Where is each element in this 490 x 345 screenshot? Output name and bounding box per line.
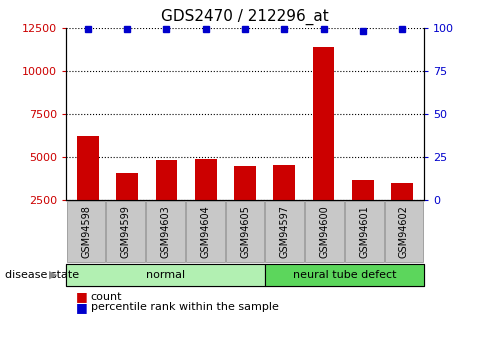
Text: ■: ■	[76, 300, 88, 314]
Bar	[195, 159, 217, 200]
Text: disease state: disease state	[5, 270, 79, 280]
Text: GSM94605: GSM94605	[240, 205, 250, 258]
Text: percentile rank within the sample: percentile rank within the sample	[91, 302, 278, 312]
Text: GSM94601: GSM94601	[359, 205, 369, 257]
Bar	[392, 183, 413, 200]
Text: GSM94600: GSM94600	[319, 205, 329, 257]
Text: ▶: ▶	[49, 270, 57, 280]
Bar	[273, 165, 295, 200]
Text: GSM94598: GSM94598	[81, 205, 91, 258]
Text: GSM94602: GSM94602	[399, 205, 409, 258]
Text: ■: ■	[76, 290, 88, 303]
Text: GSM94597: GSM94597	[280, 205, 290, 258]
Title: GDS2470 / 212296_at: GDS2470 / 212296_at	[161, 9, 329, 25]
Text: GSM94604: GSM94604	[200, 205, 210, 257]
Text: normal: normal	[146, 270, 185, 280]
Bar	[234, 167, 256, 200]
Text: GSM94603: GSM94603	[161, 205, 171, 257]
Bar	[313, 47, 334, 200]
Text: neural tube defect: neural tube defect	[293, 270, 396, 280]
Bar	[155, 160, 177, 200]
Bar	[116, 173, 138, 200]
Bar	[352, 180, 374, 200]
Text: count: count	[91, 292, 122, 302]
Bar	[77, 136, 98, 200]
Text: GSM94599: GSM94599	[121, 205, 131, 258]
